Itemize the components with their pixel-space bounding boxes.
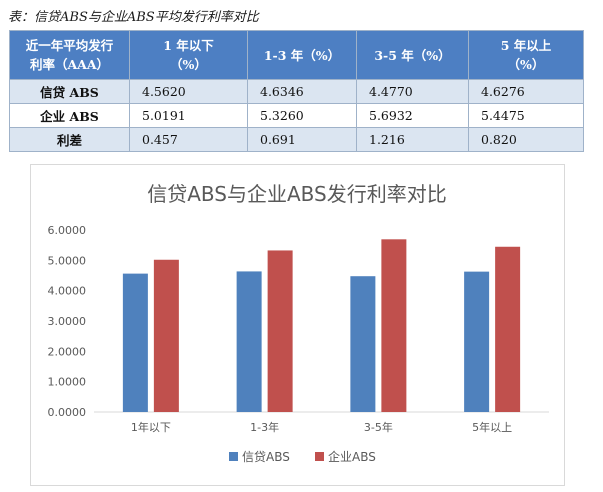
header-col-line2: （%） xyxy=(507,57,545,72)
x-tick-label: 3-5年 xyxy=(364,420,393,434)
table-row-corporate-abs: 企业 ABS 5.0191 5.3260 5.6932 5.4475 xyxy=(9,103,584,128)
bar-credit-abs xyxy=(350,276,376,412)
table-cell: 0.457 xyxy=(129,127,248,152)
table-cell: 5.6932 xyxy=(356,103,469,128)
legend-swatch xyxy=(229,452,238,461)
table-cell: 4.4770 xyxy=(356,79,469,104)
y-tick-label: 2.0000 xyxy=(48,345,87,358)
table-cell: 1.216 xyxy=(356,127,469,152)
chart-canvas: 信贷ABS与企业ABS发行利率对比 0.0000 1.0000 2.0000 3.00… xyxy=(48,182,549,464)
y-tick-label: 6.0000 xyxy=(48,224,87,237)
bar-credit-abs xyxy=(464,271,490,412)
y-tick-label: 5.0000 xyxy=(48,254,87,267)
rate-comparison-table: 近一年平均发行 利率（AAA） 1 年以下 （%） 1-3 年（%） 3-5 年… xyxy=(9,30,584,152)
header-col-line1: 1 年以下 xyxy=(163,38,214,53)
legend-swatch xyxy=(315,452,324,461)
legend-label: 信贷ABS xyxy=(242,450,290,464)
header-corner: 近一年平均发行 利率（AAA） xyxy=(9,30,130,80)
header-col-line1: 3-5 年（%） xyxy=(374,47,451,63)
row-label: 利差 xyxy=(9,127,130,152)
table-cell: 0.820 xyxy=(468,127,584,152)
bar-corporate-abs xyxy=(267,250,293,412)
x-tick-label: 1年以下 xyxy=(131,420,171,434)
bar-credit-abs xyxy=(236,271,262,412)
bar-corporate-abs xyxy=(153,259,179,412)
header-col-line2: （%） xyxy=(170,57,207,72)
y-tick-label: 1.0000 xyxy=(48,376,87,389)
table-cell: 4.6276 xyxy=(468,79,584,104)
table-header-row: 近一年平均发行 利率（AAA） 1 年以下 （%） 1-3 年（%） 3-5 年… xyxy=(9,30,584,80)
bar-corporate-abs xyxy=(381,239,407,412)
header-col-3-5y: 3-5 年（%） xyxy=(356,30,469,80)
row-label: 信贷 ABS xyxy=(9,79,130,104)
header-col-1-3y: 1-3 年（%） xyxy=(247,30,357,80)
x-tick-label: 1-3年 xyxy=(250,420,279,434)
header-col-under-1y: 1 年以下 （%） xyxy=(129,30,248,80)
table-cell: 4.5620 xyxy=(129,79,248,104)
header-col-over-5y: 5 年以上 （%） xyxy=(468,30,584,80)
table-row-credit-abs: 信贷 ABS 4.5620 4.6346 4.4770 4.6276 xyxy=(9,79,584,104)
table-cell: 4.6346 xyxy=(247,79,357,104)
legend-label: 企业ABS xyxy=(328,449,376,464)
header-corner-line2: 利率（AAA） xyxy=(29,57,110,72)
table-cell: 5.0191 xyxy=(129,103,248,128)
bar-chart: 信贷ABS与企业ABS发行利率对比 0.0000 1.0000 2.0000 3.00… xyxy=(30,164,565,486)
table-cell: 5.3260 xyxy=(247,103,357,128)
bar-credit-abs xyxy=(122,273,148,412)
table-cell: 0.691 xyxy=(247,127,357,152)
table-caption: 表：信贷ABS与企业ABS平均发行利率对比 xyxy=(8,10,259,25)
y-tick-label: 0.0000 xyxy=(48,406,87,419)
header-col-line1: 5 年以上 xyxy=(500,38,552,53)
header-col-line1: 1-3 年（%） xyxy=(263,47,341,63)
header-corner-line1: 近一年平均发行 xyxy=(25,38,114,53)
row-label: 企业 ABS xyxy=(9,103,130,128)
y-tick-label: 3.0000 xyxy=(48,315,87,328)
table-row-spread: 利差 0.457 0.691 1.216 0.820 xyxy=(9,127,584,152)
chart-title: 信贷ABS与企业ABS发行利率对比 xyxy=(147,182,447,206)
bar-corporate-abs xyxy=(495,246,521,412)
table-cell: 5.4475 xyxy=(468,103,584,128)
x-tick-label: 5年以上 xyxy=(472,420,512,434)
y-tick-label: 4.0000 xyxy=(48,285,87,298)
